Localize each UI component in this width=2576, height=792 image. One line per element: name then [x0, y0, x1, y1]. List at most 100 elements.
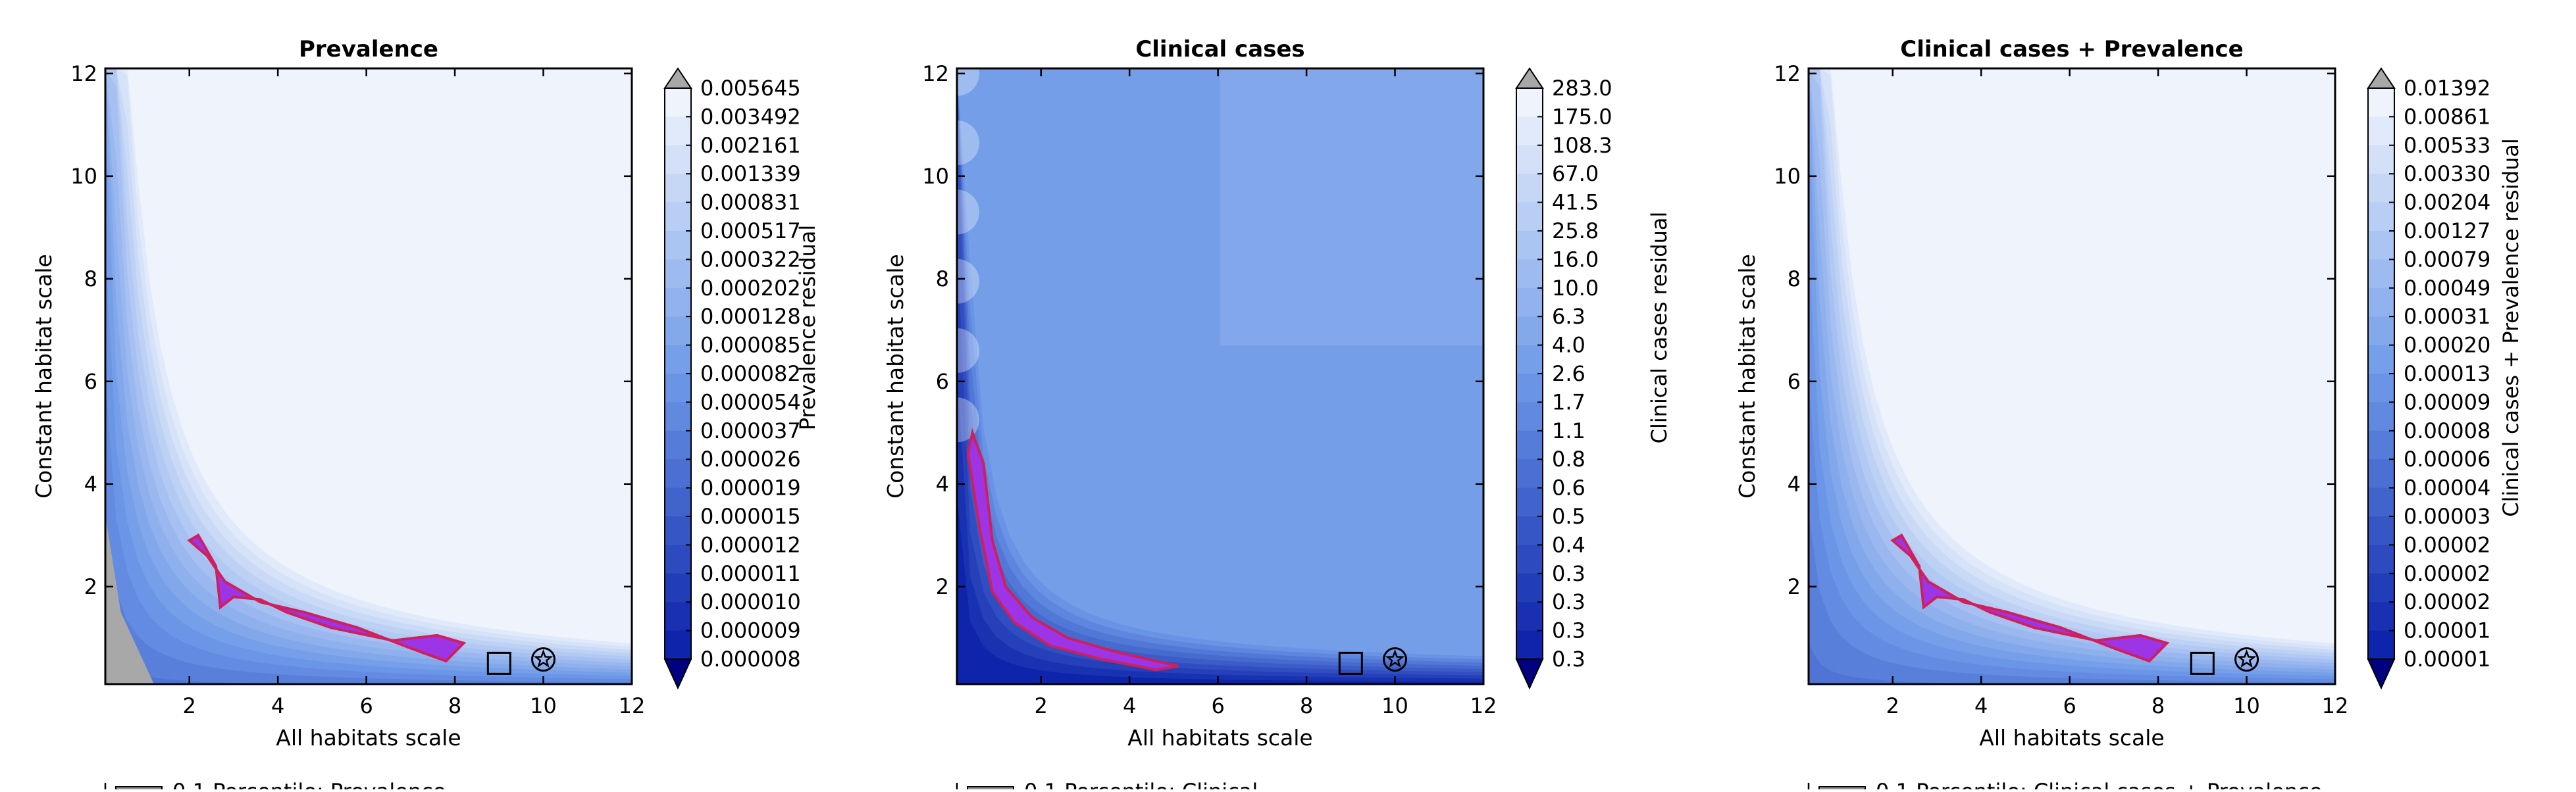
y-axis-label: Constant habitat scale	[31, 254, 57, 499]
colorbar-swatch	[1516, 202, 1543, 232]
colorbar-tick-label: 0.00020	[2404, 333, 2490, 358]
x-tick-label: 12	[1470, 693, 1497, 718]
colorbar-tick-label: 0.5	[1552, 504, 1585, 529]
y-tick-label: 10	[922, 164, 949, 189]
plot-frame	[104, 67, 633, 685]
colorbar-swatch	[1516, 345, 1543, 374]
colorbar-tick-label: 0.000012	[700, 532, 801, 557]
colorbar-tick-label: 0.00079	[2404, 247, 2490, 272]
y-tick-label: 4	[1788, 472, 1801, 497]
colorbar-swatch	[2368, 345, 2394, 374]
colorbar-tick-label: 0.3	[1552, 647, 1585, 672]
contour-edge-bulge	[957, 259, 979, 304]
legend-partial: 0.1 Percentile: Clinical cases + Prevale…	[1807, 779, 2322, 792]
colorbar-swatch	[665, 345, 691, 374]
colorbar-swatch	[1516, 459, 1543, 489]
contour-band	[1809, 512, 2335, 684]
colorbar-tick-label: 0.000019	[700, 476, 801, 501]
legend-partial: 0.1 Percentile: Prevalence	[104, 779, 446, 792]
colorbar-swatch	[665, 88, 691, 117]
legend-label: 0.1 Percentile: Prevalence	[172, 779, 446, 789]
contour-band	[957, 496, 1483, 684]
star-marker	[1383, 647, 1408, 672]
panel-2: 2 4 6 8 10 12 2 4 6 8 10 12 Clinical cases All habita…	[883, 36, 1672, 792]
colorbar-swatch	[665, 231, 691, 260]
chart-title: Clinical cases	[1135, 36, 1304, 62]
colorbar-swatch	[1516, 174, 1543, 203]
square-marker	[2190, 651, 2215, 675]
contour-band	[105, 512, 632, 684]
star-marker	[2234, 647, 2259, 672]
colorbar-extend-high	[2367, 67, 2396, 89]
colorbar-tick-label: 0.3	[1552, 589, 1585, 614]
colorbar-swatch	[2368, 202, 2394, 232]
colorbar-tick-label: 0.00204	[2404, 190, 2490, 215]
colorbar-tick-label: 0.00003	[2404, 504, 2490, 529]
colorbar-tick-label: 0.005645	[700, 76, 801, 101]
star-marker	[531, 647, 556, 672]
colorbar-tick-label: 0.000202	[700, 276, 801, 301]
colorbar-tick-label: 0.00861	[2404, 104, 2490, 129]
colorbar-swatch	[665, 402, 691, 432]
y-tick-label: 2	[936, 574, 949, 599]
star-marker-glyph	[1385, 649, 1405, 668]
contour-band	[957, 106, 1483, 684]
colorbar-swatch	[665, 374, 691, 403]
colorbar: 283.0 175.0 108.3 67.0 41.5 25.8 16.0 10.0 6.3 4.…	[1515, 67, 1672, 690]
colorbar-swatch	[665, 573, 691, 603]
colorbar-swatch	[1516, 231, 1543, 260]
colorbar-swatch	[2368, 459, 2394, 489]
colorbar-tick-label: 0.00008	[2404, 418, 2490, 443]
colorbar-tick-label: 0.000831	[700, 190, 801, 215]
colorbar-tick-label: 1.1	[1552, 418, 1585, 443]
colorbar-swatch	[2368, 630, 2394, 660]
square-marker	[486, 651, 511, 675]
colorbar-label: Clinical cases + Prevalence residual	[2498, 138, 2523, 516]
contour-field	[1809, 68, 2335, 684]
colorbar-tick-label: 0.000054	[700, 389, 801, 414]
colorbar-swatch	[665, 259, 691, 289]
colorbar-extend-high	[663, 67, 692, 89]
x-tick-label: 6	[1211, 693, 1224, 718]
legend-swatch	[1818, 786, 1866, 792]
colorbar-swatch	[2368, 287, 2394, 317]
colorbar-swatch	[665, 287, 691, 317]
colorbar-tick-label: 0.00002	[2404, 532, 2490, 557]
percentile-region	[966, 428, 1179, 672]
plot-frame	[1807, 67, 2336, 685]
x-tick-label: 2	[1886, 693, 1899, 718]
colorbar-swatch	[665, 602, 691, 631]
colorbar-tick-label: 0.3	[1552, 561, 1585, 586]
colorbar-tick-label: 0.000010	[700, 589, 801, 614]
y-tick-label: 2	[84, 574, 97, 599]
colorbar-tick-label: 0.00002	[2404, 561, 2490, 586]
contour-edge-bulge	[957, 68, 979, 96]
colorbar-swatch	[665, 174, 691, 203]
colorbar-swatch	[1516, 374, 1543, 403]
colorbar-tick-label: 0.000082	[700, 361, 801, 386]
colorbar-tick-label: 0.00127	[2404, 218, 2490, 243]
star-marker-glyph	[2236, 649, 2257, 668]
colorbar-label: Clinical cases residual	[1647, 212, 1672, 444]
colorbar-swatch	[665, 116, 691, 146]
x-tick-label: 12	[619, 693, 646, 718]
colorbar-swatch	[1516, 287, 1543, 317]
colorbar-swatch	[2368, 88, 2394, 117]
colorbar-tick-label: 4.0	[1552, 333, 1585, 358]
y-tick-label: 12	[922, 61, 949, 86]
colorbar-tick-label: 0.00049	[2404, 276, 2490, 301]
colorbar-swatch	[2368, 402, 2394, 432]
colorbar-swatch	[1516, 545, 1543, 574]
contour-band	[105, 643, 632, 684]
colorbar-label: Prevalence residual	[795, 225, 820, 431]
colorbar-swatch	[2368, 573, 2394, 603]
x-tick-label: 8	[448, 693, 461, 718]
x-axis-label: All habitats scale	[1127, 725, 1312, 751]
x-tick-label: 10	[1381, 693, 1408, 718]
colorbar-extend-low	[2367, 658, 2396, 690]
colorbar-swatch	[665, 430, 691, 460]
colorbar: 0.01392 0.00861 0.00533 0.00330 0.00204 0.001…	[2367, 67, 2523, 690]
colorbar-extend-high	[1515, 67, 1544, 89]
y-tick-label: 8	[1788, 266, 1801, 291]
colorbar-swatch	[2368, 374, 2394, 403]
